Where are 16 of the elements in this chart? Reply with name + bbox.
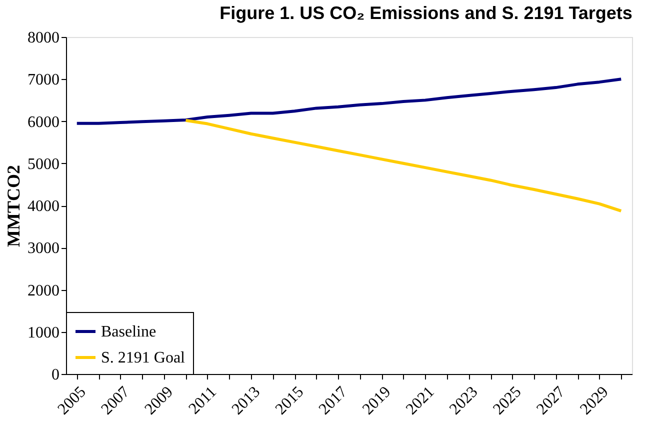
y-tick-label: 1000 bbox=[28, 324, 60, 342]
y-tick-label: 7000 bbox=[28, 72, 60, 89]
y-tick-label: 3000 bbox=[28, 240, 60, 258]
legend-label: S. 2191 Goal bbox=[101, 350, 186, 366]
chart-title: Figure 1. US CO₂ Emissions and S. 2191 Targets bbox=[220, 3, 632, 23]
y-axis-title: MMTCO2 bbox=[4, 165, 24, 247]
line-series bbox=[184, 118, 623, 212]
legend-label: Baseline bbox=[101, 324, 156, 340]
y-tick-label: 6000 bbox=[28, 114, 60, 131]
line-series bbox=[75, 78, 623, 125]
y-tick-label: 8000 bbox=[28, 30, 60, 46]
y-tick-label: 0 bbox=[52, 366, 60, 384]
y-tick-label: 4000 bbox=[28, 198, 60, 215]
y-tick-label: 2000 bbox=[28, 282, 60, 300]
y-tick-label: 5000 bbox=[28, 156, 60, 173]
x-tick-label: 2011 bbox=[186, 384, 220, 418]
